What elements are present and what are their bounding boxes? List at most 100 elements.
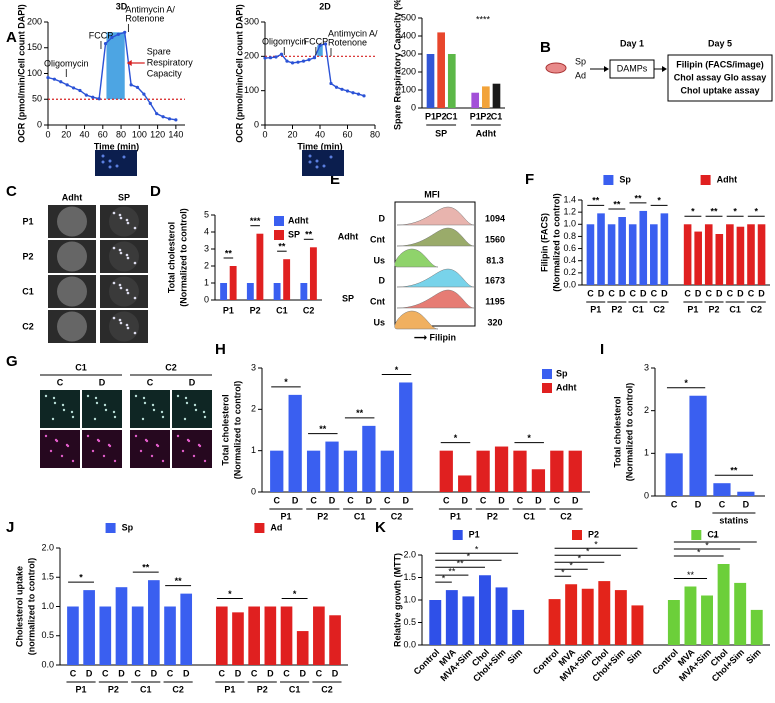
x-tick-label: P1 <box>425 111 436 121</box>
bar <box>264 606 277 665</box>
bar <box>512 609 525 645</box>
micrograph-well <box>57 311 87 342</box>
micrograph-dot <box>152 408 156 412</box>
group-label: P1 <box>590 304 601 314</box>
x-tick-label: D <box>329 495 336 505</box>
x-tick-label: D <box>402 495 409 505</box>
bar <box>598 581 611 645</box>
micrograph-dot <box>125 253 129 257</box>
day-label: Day 5 <box>708 38 732 48</box>
micrograph-dot <box>329 155 333 159</box>
point <box>356 92 361 96</box>
bar <box>462 596 475 645</box>
y-tick-label: 4 <box>204 226 209 236</box>
x-tick-label: D <box>292 495 299 505</box>
y-tick-label: 0 <box>644 490 649 500</box>
x-tick-label: D <box>299 668 306 678</box>
facs-row-label: Us <box>373 255 385 265</box>
x-tick-label: 100 <box>132 129 147 139</box>
point <box>78 88 82 93</box>
x-tick-label: D <box>183 668 190 678</box>
micrograph-dot <box>112 211 116 215</box>
bar <box>458 475 472 492</box>
group-label: P2 <box>611 304 622 314</box>
y-tick-label: 1.5 <box>41 572 54 582</box>
micrograph-dot <box>125 323 129 327</box>
facs-group: Adht <box>338 231 359 241</box>
bar <box>734 582 747 645</box>
micrograph-dot <box>53 401 57 405</box>
micrograph-dot <box>133 331 137 335</box>
y-axis-label: Total cholesterol <box>612 396 622 467</box>
bar <box>283 259 291 300</box>
significance: * <box>733 207 737 217</box>
x-tick-label: C <box>629 288 636 298</box>
y-tick-label: 500 <box>401 12 416 22</box>
cell-label: Ad <box>575 70 586 80</box>
micrograph-dot <box>113 415 117 419</box>
micrograph <box>302 150 344 176</box>
group-label: C2 <box>391 511 403 521</box>
day-label: Day 1 <box>620 38 644 48</box>
micrograph-dot <box>126 326 130 330</box>
facs-histogram <box>396 227 475 247</box>
group-label: P1 <box>224 684 235 694</box>
micrograph-dot <box>308 160 312 164</box>
x-tick-label: 120 <box>150 129 165 139</box>
micrograph-dot <box>322 164 326 168</box>
bar <box>597 213 605 285</box>
bar <box>548 599 561 645</box>
micrograph-dot <box>184 396 188 400</box>
significance: * <box>586 547 590 557</box>
significance: * <box>467 552 471 562</box>
facs-value: 320 <box>487 317 502 327</box>
significance: * <box>284 377 288 387</box>
micrograph-dot <box>112 281 116 285</box>
bar <box>362 425 376 492</box>
significance: ** <box>305 230 313 240</box>
significance: * <box>475 545 479 555</box>
micrograph-dot <box>86 394 90 398</box>
micrograph-well <box>57 206 87 237</box>
x-tick-label: C <box>727 288 734 298</box>
micrograph-dot <box>96 438 100 442</box>
bar <box>280 606 293 665</box>
micrograph-dot <box>112 246 116 250</box>
group-label: P2 <box>487 511 498 521</box>
micrograph-dot <box>118 248 122 252</box>
micrograph-dot <box>62 408 66 412</box>
micrograph-dot <box>119 286 123 290</box>
x-tick-label: P1 <box>223 305 234 315</box>
bar <box>667 600 680 645</box>
x-tick-label: D <box>118 668 125 678</box>
y-tick-label: 1 <box>204 277 209 287</box>
point <box>65 83 69 87</box>
bar <box>482 86 490 108</box>
micrograph-dot <box>65 443 69 447</box>
bar <box>256 233 264 300</box>
y-tick-label: 0.6 <box>563 243 576 253</box>
micrograph-dot <box>150 454 154 458</box>
x-tick-label: P2 <box>436 111 447 121</box>
y-tick-label: 0.2 <box>563 267 576 277</box>
x-axis-label: Time (min) <box>297 141 342 151</box>
point <box>274 55 278 59</box>
micrograph-dot <box>185 401 189 405</box>
y-tick-label: 0 <box>204 294 209 304</box>
x-tick-label: C2 <box>303 305 315 315</box>
image-row-label: C2 <box>22 321 34 331</box>
point <box>329 81 333 86</box>
series-label: Adht <box>476 128 497 138</box>
y-tick-label: 1.0 <box>563 219 576 229</box>
assay: Chol assay Glo assay <box>674 72 767 82</box>
facs-row-label: Us <box>373 317 385 327</box>
significance: * <box>705 540 709 550</box>
bar <box>639 210 648 285</box>
point <box>351 91 355 95</box>
image-column-label: C <box>147 377 154 387</box>
significance: ** <box>142 563 150 573</box>
series-label: SP <box>435 128 447 138</box>
point <box>323 42 328 46</box>
point <box>52 77 56 81</box>
